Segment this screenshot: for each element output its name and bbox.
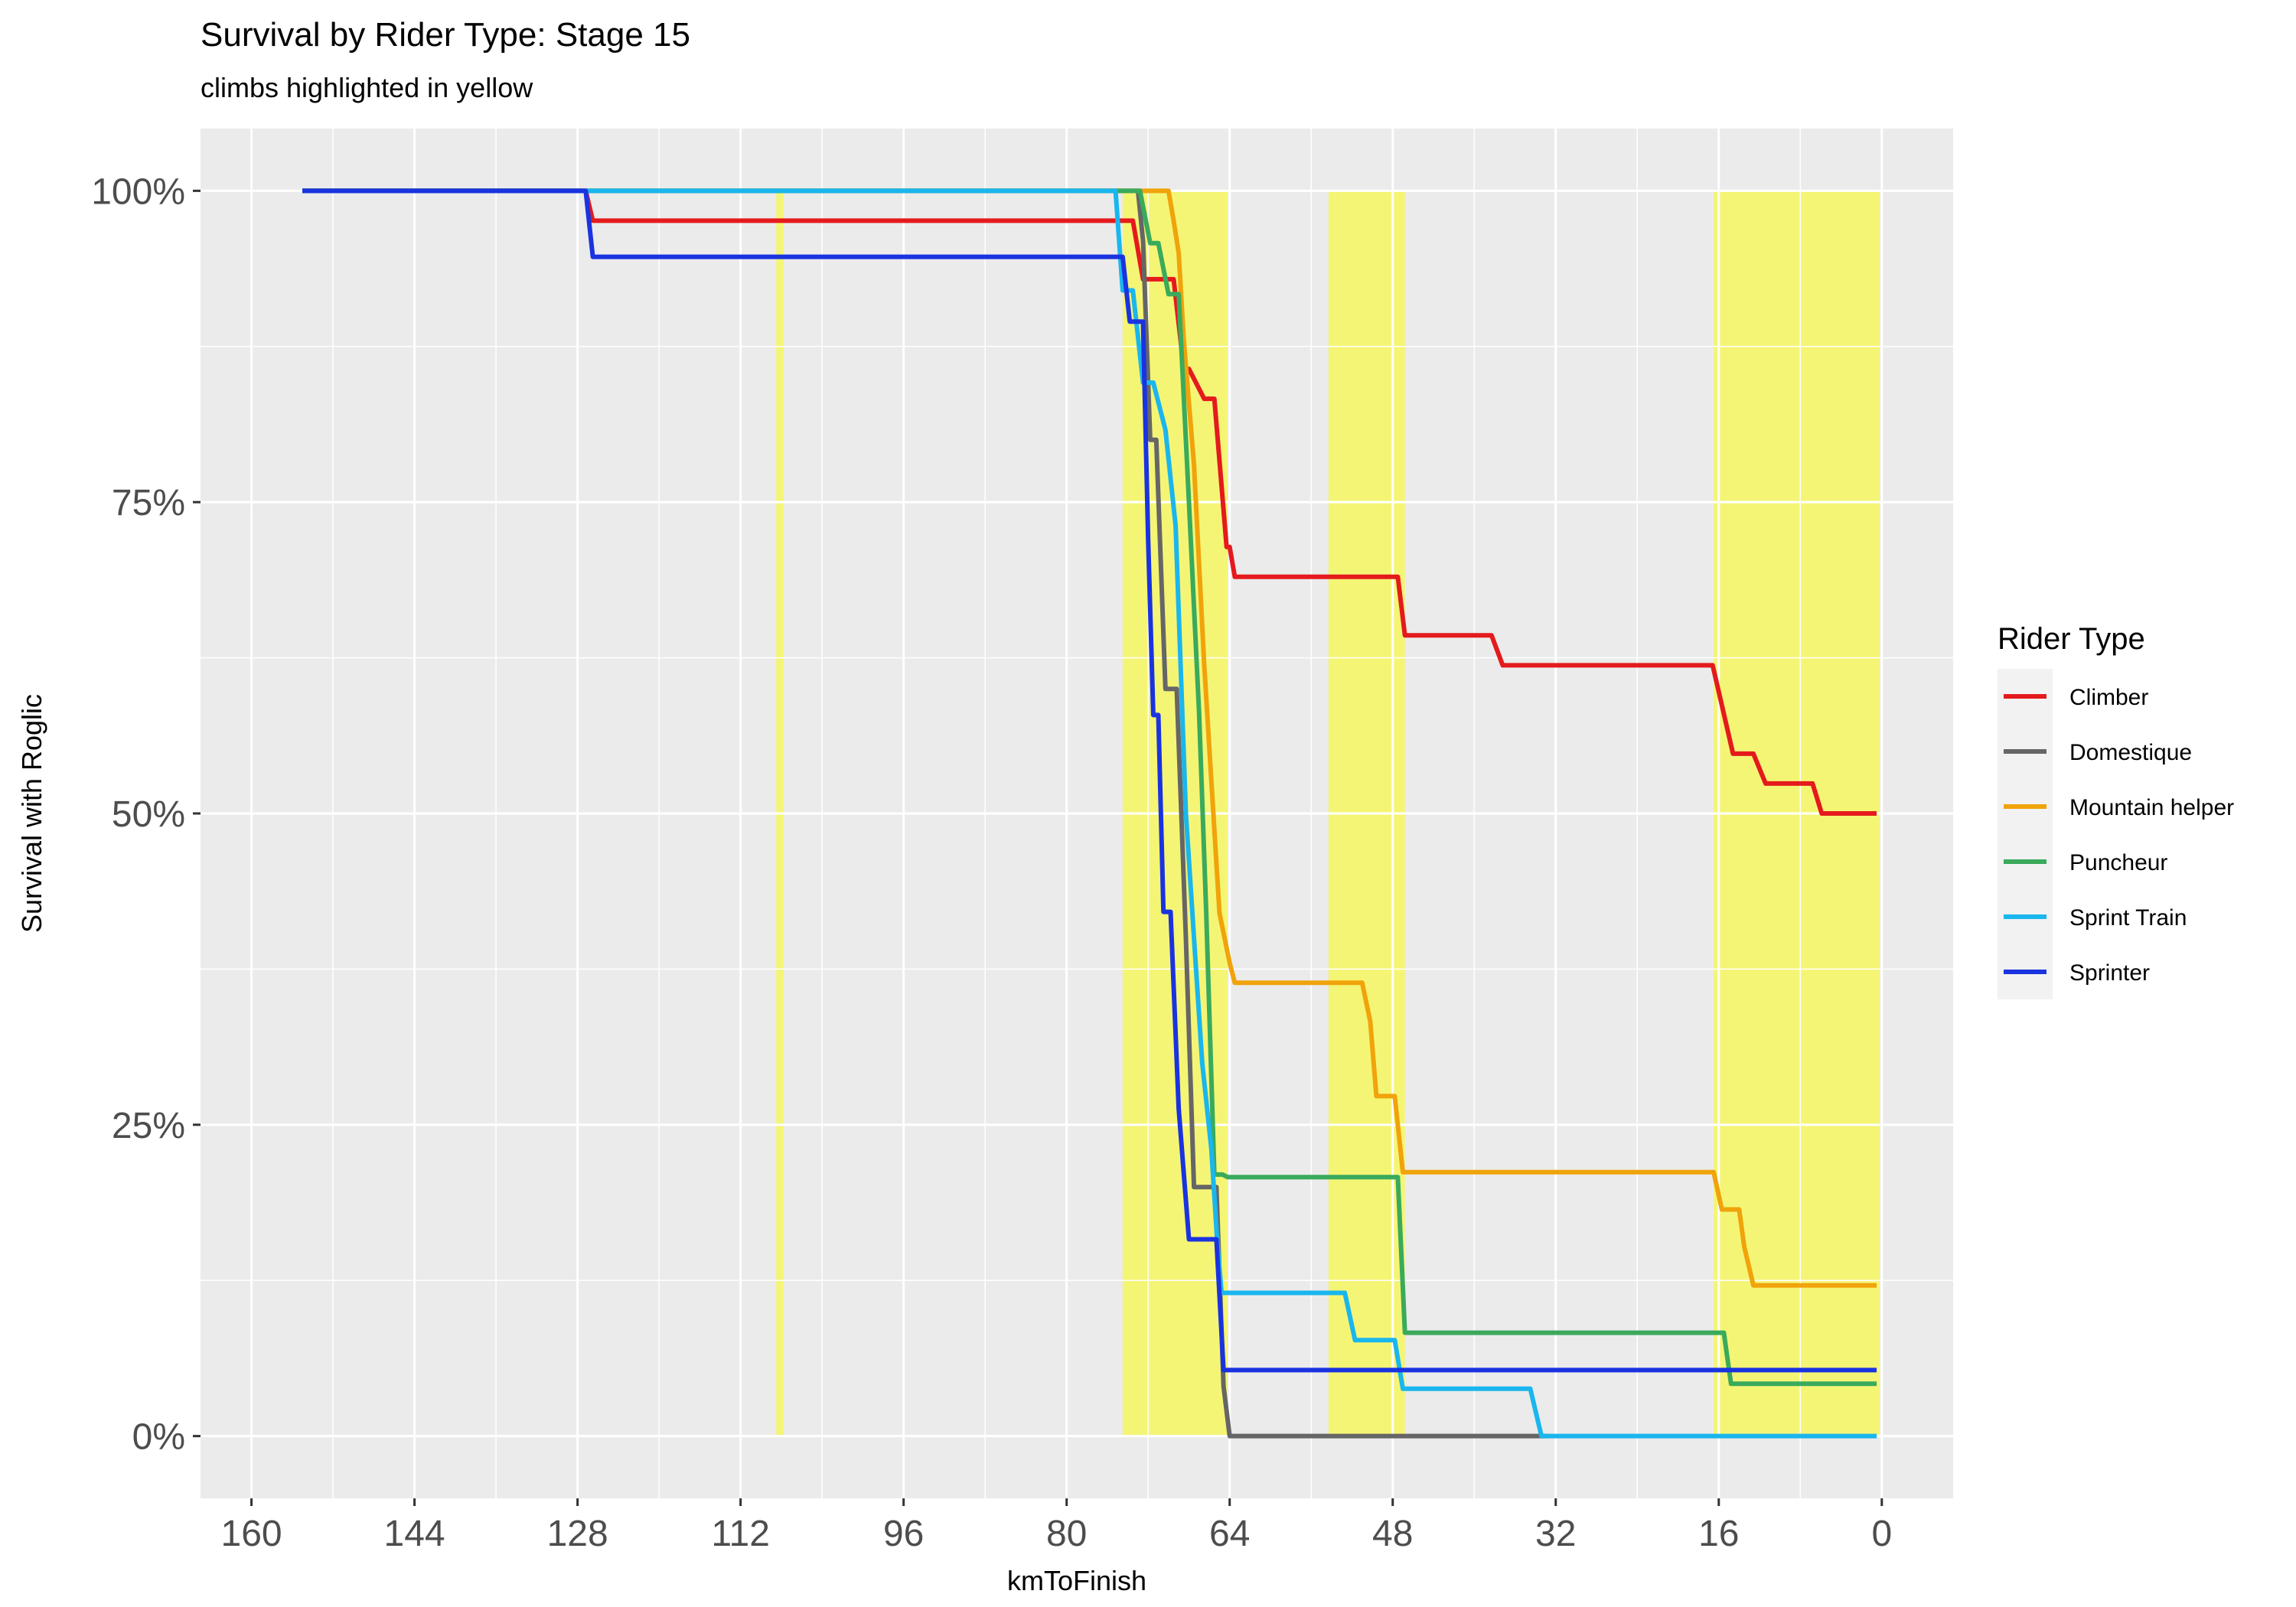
- chart-title: Survival by Rider Type: Stage 15: [201, 16, 690, 54]
- x-tick-label: 32: [1535, 1514, 1576, 1554]
- x-tick-label: 48: [1372, 1514, 1413, 1554]
- legend: Rider Type Climber Domestique Mountain hel…: [1998, 622, 2234, 999]
- x-axis-ticks: 160 144 128 112 96 80 64 48 32 16 0: [221, 1498, 1892, 1554]
- x-tick-label: 96: [883, 1514, 924, 1554]
- legend-label-puncheur: Puncheur: [2069, 850, 2167, 875]
- legend-label-climber: Climber: [2069, 685, 2148, 710]
- series-line-puncheur: [302, 188, 1877, 1387]
- x-tick-label: 64: [1209, 1514, 1250, 1554]
- y-axis-title: Survival with Roglic: [16, 694, 47, 933]
- series-line-mountain-helper: [302, 188, 1877, 1288]
- legend-label-mountain-helper: Mountain helper: [2069, 795, 2234, 820]
- y-tick-label: 0%: [132, 1417, 185, 1458]
- legend-label-sprint-train: Sprint Train: [2069, 905, 2187, 931]
- legend-label-sprinter: Sprinter: [2069, 960, 2150, 986]
- legend-label-domestique: Domestique: [2069, 740, 2192, 765]
- x-tick-label: 0: [1871, 1514, 1892, 1554]
- y-axis-ticks: 0% 25% 50% 75% 100%: [91, 171, 201, 1458]
- x-axis-title: kmToFinish: [1007, 1565, 1146, 1596]
- x-tick-label: 112: [711, 1514, 770, 1554]
- y-tick-label: 50%: [112, 794, 185, 835]
- series-line-domestique: [302, 188, 1548, 1439]
- legend-title: Rider Type: [1998, 622, 2145, 656]
- y-tick-label: 75%: [112, 483, 185, 523]
- series-lines: [302, 188, 1877, 1439]
- gridlines: [201, 129, 1953, 1498]
- series-line-sprinter: [302, 188, 1877, 1373]
- x-tick-label: 80: [1046, 1514, 1087, 1554]
- y-tick-label: 25%: [112, 1106, 185, 1146]
- series-line-sprint-train: [302, 188, 1877, 1439]
- x-tick-label: 160: [221, 1514, 282, 1554]
- x-tick-label: 16: [1698, 1514, 1739, 1554]
- x-tick-label: 128: [547, 1514, 608, 1554]
- y-tick-label: 100%: [91, 171, 185, 212]
- x-tick-label: 144: [384, 1514, 445, 1554]
- chart-subtitle: climbs highlighted in yellow: [201, 72, 533, 103]
